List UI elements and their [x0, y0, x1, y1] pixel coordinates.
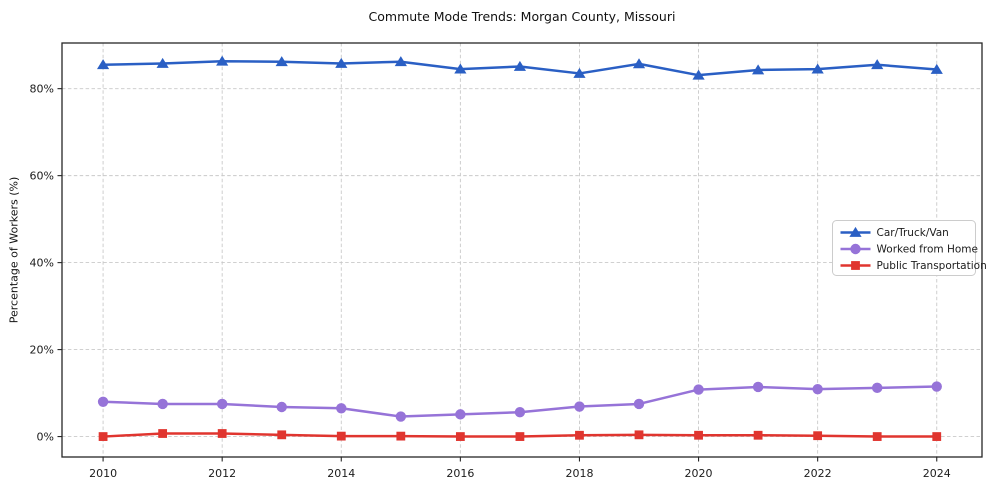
data-marker [158, 429, 168, 438]
legend-label: Worked from Home [877, 244, 978, 256]
data-marker [813, 431, 823, 441]
data-marker [97, 396, 109, 407]
data-marker [336, 431, 346, 441]
y-tick-label: 40% [30, 256, 54, 269]
legend-marker [849, 226, 862, 237]
data-marker [752, 64, 765, 75]
data-marker [930, 63, 943, 74]
data-marker [573, 67, 586, 78]
data-marker [394, 56, 407, 67]
x-tick-label: 2018 [565, 467, 593, 480]
data-marker [633, 398, 645, 410]
data-marker [455, 432, 465, 441]
x-tick-label: 2022 [804, 467, 832, 480]
data-marker [932, 432, 942, 441]
data-marker [216, 398, 228, 410]
data-marker [157, 398, 168, 410]
legend-marker [850, 243, 861, 255]
data-marker [694, 430, 703, 440]
data-marker [752, 381, 764, 393]
data-marker [811, 63, 824, 74]
data-marker [514, 407, 526, 418]
data-marker [872, 432, 882, 441]
y-tick-label: 20% [30, 343, 54, 356]
data-marker [455, 409, 466, 420]
data-marker [276, 401, 287, 413]
data-marker [753, 430, 763, 440]
data-marker [217, 429, 227, 438]
data-marker [693, 384, 704, 395]
data-marker [277, 430, 287, 440]
x-tick-label: 2020 [685, 467, 713, 480]
chart-title: Commute Mode Trends: Morgan County, Miss… [368, 9, 676, 24]
legend-box [832, 220, 976, 276]
legend-label: Public Transportation [877, 260, 987, 272]
data-marker [871, 382, 883, 394]
data-marker [336, 403, 347, 414]
plot-border [61, 42, 983, 458]
data-marker [632, 58, 646, 69]
x-tick-label: 2024 [923, 467, 951, 480]
data-marker [96, 59, 110, 70]
y-tick-label: 80% [30, 82, 54, 95]
data-marker [513, 60, 527, 71]
data-marker [395, 411, 407, 422]
legend-marker [851, 261, 860, 270]
data-marker [812, 383, 823, 395]
data-marker [692, 69, 705, 80]
x-tick-label: 2014 [327, 467, 355, 480]
data-marker [871, 59, 884, 70]
data-marker [454, 63, 467, 74]
x-tick-label: 2012 [208, 467, 236, 480]
data-marker [931, 381, 942, 392]
y-tick-label: 60% [30, 169, 54, 182]
data-marker [574, 401, 585, 412]
data-marker [396, 431, 406, 441]
data-marker [98, 432, 108, 441]
x-tick-label: 2010 [89, 467, 117, 480]
data-marker [335, 57, 348, 68]
data-marker [634, 430, 644, 440]
data-marker [275, 56, 288, 67]
x-tick-label: 2016 [446, 467, 474, 480]
data-marker [515, 432, 525, 441]
data-marker [216, 55, 229, 66]
y-tick-label: 0% [37, 430, 54, 443]
legend-label: Car/Truck/Van [877, 227, 949, 239]
data-marker [575, 430, 584, 440]
data-marker [156, 57, 169, 68]
